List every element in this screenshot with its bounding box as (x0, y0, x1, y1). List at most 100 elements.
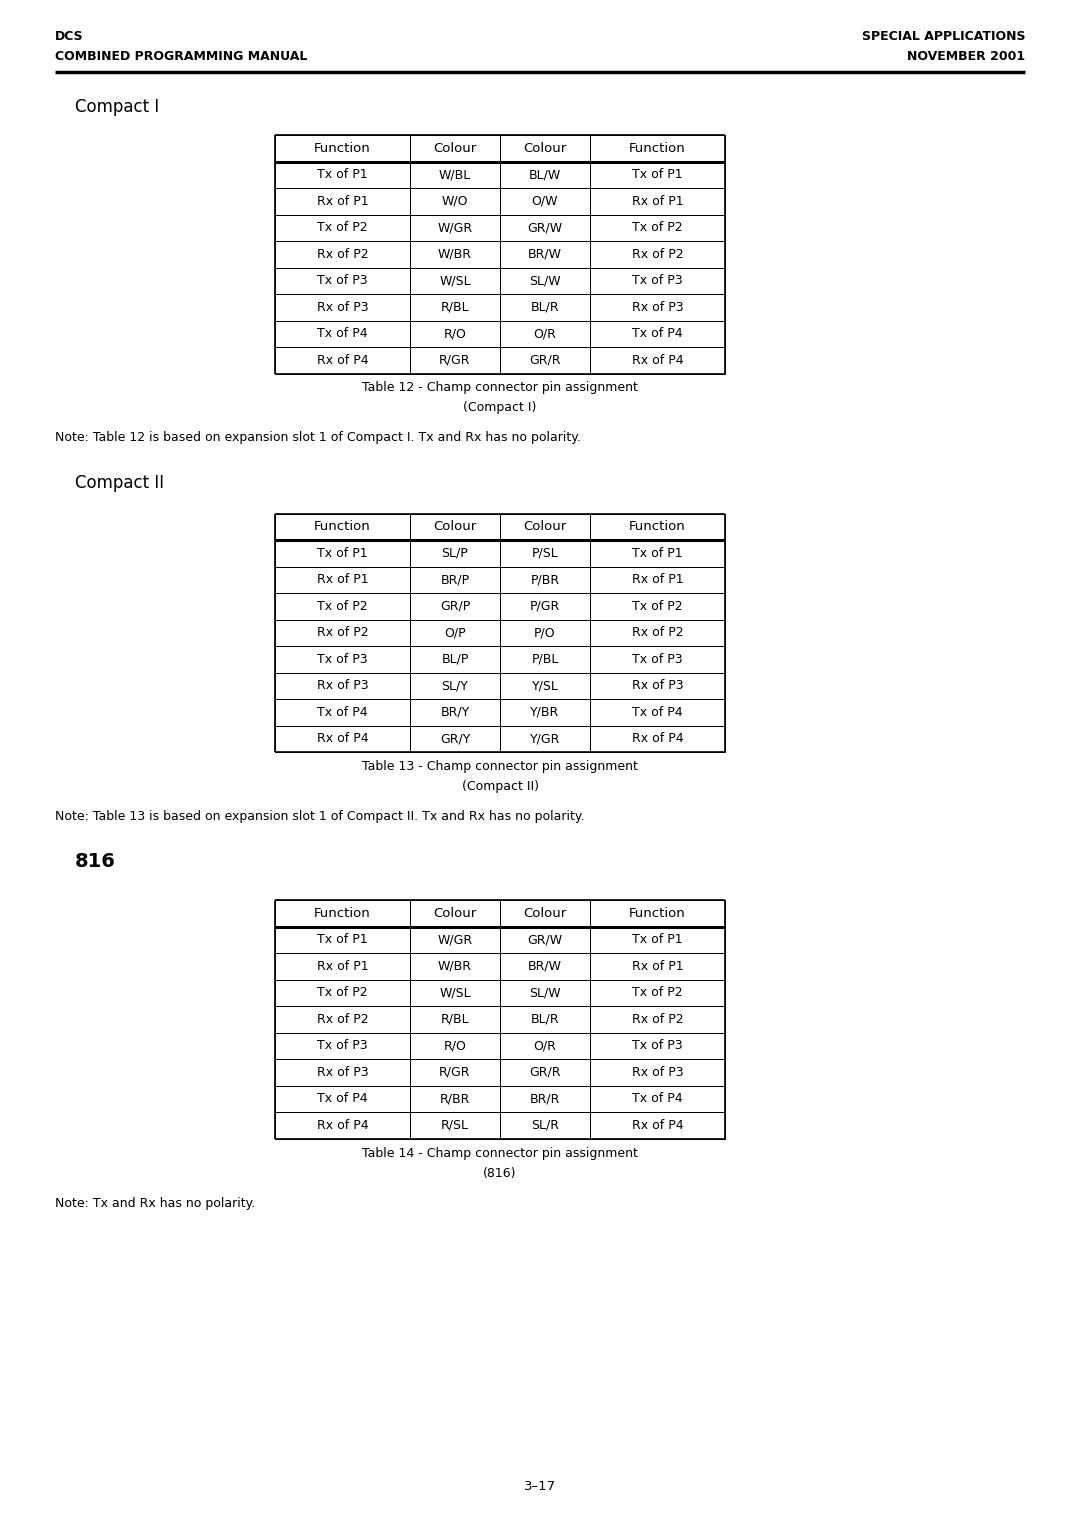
Text: P/O: P/O (535, 627, 556, 639)
Text: DCS: DCS (55, 30, 83, 43)
Bar (410, 1032, 500, 1058)
Bar (590, 1032, 725, 1058)
Text: Function: Function (630, 520, 686, 534)
Text: Rx of P4: Rx of P4 (316, 354, 368, 366)
Text: BL/P: BL/P (442, 653, 469, 666)
Text: Tx of P2: Tx of P2 (318, 599, 368, 613)
Bar (500, 215, 590, 241)
Bar (500, 566, 590, 593)
Bar (410, 1058, 500, 1086)
Bar (500, 294, 590, 320)
Text: Note: Table 12 is based on expansion slot 1 of Compact I. Tx and Rx has no polar: Note: Table 12 is based on expansion slo… (55, 432, 581, 444)
Bar (500, 619, 590, 647)
Bar (590, 927, 725, 953)
Bar (500, 320, 590, 348)
Text: O/P: O/P (444, 627, 465, 639)
Bar (500, 267, 590, 294)
Text: O/R: O/R (534, 1039, 556, 1052)
Bar (410, 1006, 500, 1032)
Bar (275, 136, 410, 162)
Bar (410, 927, 500, 953)
Text: Function: Function (630, 142, 686, 154)
Bar (275, 162, 410, 188)
Bar (590, 1112, 725, 1139)
Bar (590, 136, 725, 162)
Text: Function: Function (314, 142, 370, 154)
Bar (500, 953, 590, 979)
Text: Tx of P3: Tx of P3 (632, 274, 683, 287)
Text: GR/R: GR/R (529, 1066, 561, 1078)
Bar (500, 698, 590, 726)
Bar (410, 593, 500, 619)
Text: BL/W: BL/W (529, 168, 562, 181)
Text: Rx of P4: Rx of P4 (632, 732, 684, 746)
Text: Note: Table 13 is based on expansion slot 1 of Compact II. Tx and Rx has no pola: Note: Table 13 is based on expansion slo… (55, 810, 584, 824)
Bar (500, 1058, 590, 1086)
Bar (410, 348, 500, 374)
Text: Function: Function (630, 907, 686, 920)
Text: W/SL: W/SL (440, 987, 471, 999)
Bar (275, 673, 410, 698)
Text: Tx of P3: Tx of P3 (318, 653, 368, 666)
Bar (275, 927, 410, 953)
Text: Rx of P1: Rx of P1 (316, 195, 368, 207)
Bar (590, 979, 725, 1007)
Bar (500, 1006, 590, 1032)
Text: Tx of P3: Tx of P3 (318, 1039, 368, 1052)
Text: GR/Y: GR/Y (440, 732, 470, 746)
Text: 816: 816 (75, 852, 116, 871)
Bar (590, 188, 725, 215)
Text: P/BR: P/BR (530, 573, 559, 586)
Text: R/SL: R/SL (441, 1119, 469, 1132)
Text: Tx of P4: Tx of P4 (318, 706, 368, 718)
Text: SL/Y: SL/Y (442, 679, 469, 692)
Text: Tx of P3: Tx of P3 (318, 274, 368, 287)
Text: GR/R: GR/R (529, 354, 561, 366)
Text: BR/R: BR/R (530, 1092, 561, 1106)
Bar (590, 619, 725, 647)
Text: Tx of P1: Tx of P1 (632, 547, 683, 560)
Text: W/BL: W/BL (438, 168, 471, 181)
Bar (410, 647, 500, 673)
Bar (590, 953, 725, 979)
Text: O/R: O/R (534, 328, 556, 340)
Text: Table 14 - Champ connector pin assignment: Table 14 - Champ connector pin assignmen… (362, 1147, 638, 1159)
Bar (590, 1006, 725, 1032)
Text: SL/R: SL/R (531, 1119, 559, 1132)
Bar (590, 294, 725, 320)
Text: W/SL: W/SL (440, 274, 471, 287)
Bar (410, 514, 500, 540)
Text: Tx of P4: Tx of P4 (632, 1092, 683, 1106)
Text: W/GR: W/GR (437, 221, 473, 235)
Text: Rx of P2: Rx of P2 (316, 627, 368, 639)
Bar (275, 1086, 410, 1112)
Text: NOVEMBER 2001: NOVEMBER 2001 (907, 50, 1025, 63)
Text: Rx of P3: Rx of P3 (632, 300, 684, 314)
Bar (500, 1086, 590, 1112)
Text: BR/W: BR/W (528, 959, 562, 973)
Bar (410, 698, 500, 726)
Bar (590, 698, 725, 726)
Text: W/GR: W/GR (437, 933, 473, 946)
Bar (410, 953, 500, 979)
Text: Tx of P4: Tx of P4 (318, 1092, 368, 1106)
Bar (275, 188, 410, 215)
Bar (590, 726, 725, 752)
Bar (590, 241, 725, 267)
Bar (275, 979, 410, 1007)
Text: Tx of P2: Tx of P2 (318, 221, 368, 235)
Bar (500, 593, 590, 619)
Text: Tx of P4: Tx of P4 (632, 328, 683, 340)
Text: Rx of P2: Rx of P2 (632, 247, 684, 261)
Text: Rx of P1: Rx of P1 (316, 573, 368, 586)
Bar (275, 514, 410, 540)
Bar (500, 188, 590, 215)
Text: O/W: O/W (531, 195, 558, 207)
Text: Rx of P3: Rx of P3 (316, 679, 368, 692)
Text: Tx of P4: Tx of P4 (632, 706, 683, 718)
Text: Rx of P3: Rx of P3 (632, 679, 684, 692)
Text: P/SL: P/SL (531, 547, 558, 560)
Bar (275, 241, 410, 267)
Bar (275, 900, 410, 927)
Text: GR/P: GR/P (440, 599, 470, 613)
